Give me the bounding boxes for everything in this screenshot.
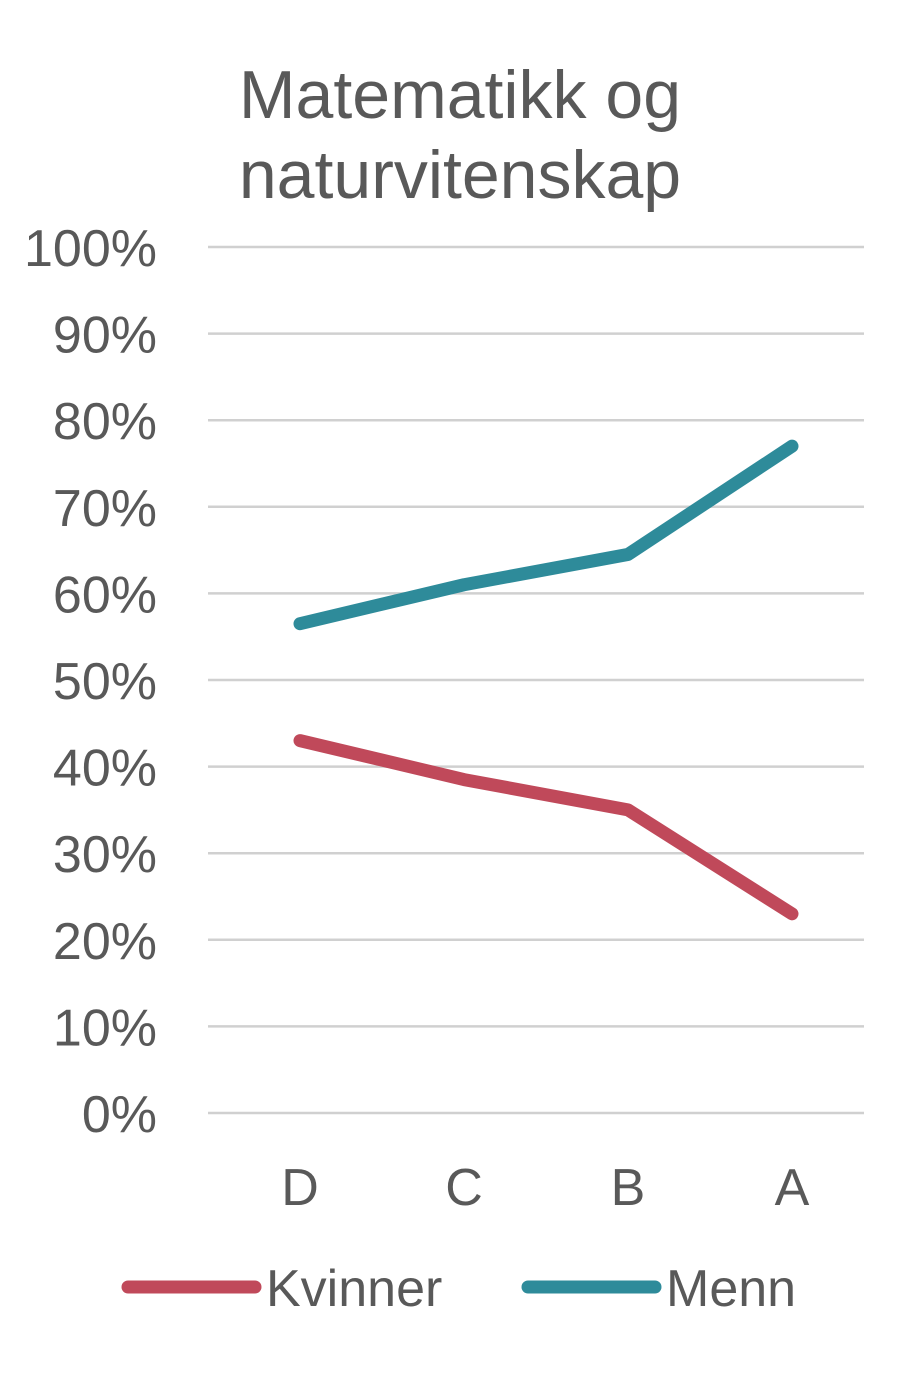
y-tick-label: 50% (53, 653, 157, 711)
y-tick-label: 80% (53, 393, 157, 451)
x-tick-label: A (775, 1159, 810, 1217)
x-tick-label: C (445, 1159, 483, 1217)
y-tick-label: 100% (24, 220, 157, 278)
legend-label-menn: Menn (666, 1260, 796, 1318)
y-tick-label: 40% (53, 740, 157, 798)
y-tick-label: 0% (82, 1086, 157, 1144)
y-tick-label: 60% (53, 566, 157, 624)
series-line-menn (293, 439, 799, 631)
series-line-kvinner (293, 734, 799, 921)
x-tick-label: B (611, 1159, 646, 1217)
y-tick-label: 20% (53, 913, 157, 971)
legend: Kvinner Menn (121, 1260, 796, 1318)
gridlines (208, 245, 864, 1115)
y-tick-label: 70% (53, 480, 157, 538)
y-tick-label: 30% (53, 826, 157, 884)
chart-title-line-1: Matematikk og (239, 57, 681, 133)
chart-title-line-2: naturvitenskap (239, 137, 681, 213)
series-lines (293, 439, 799, 921)
y-tick-label: 10% (53, 999, 157, 1057)
legend-label-kvinner: Kvinner (266, 1260, 442, 1318)
y-tick-label: 90% (53, 307, 157, 365)
y-axis-tick-labels: 0% 10% 20% 30% 40% 50% 60% 70% 80% 90% 100% (24, 220, 157, 1144)
x-tick-label: D (281, 1159, 319, 1217)
